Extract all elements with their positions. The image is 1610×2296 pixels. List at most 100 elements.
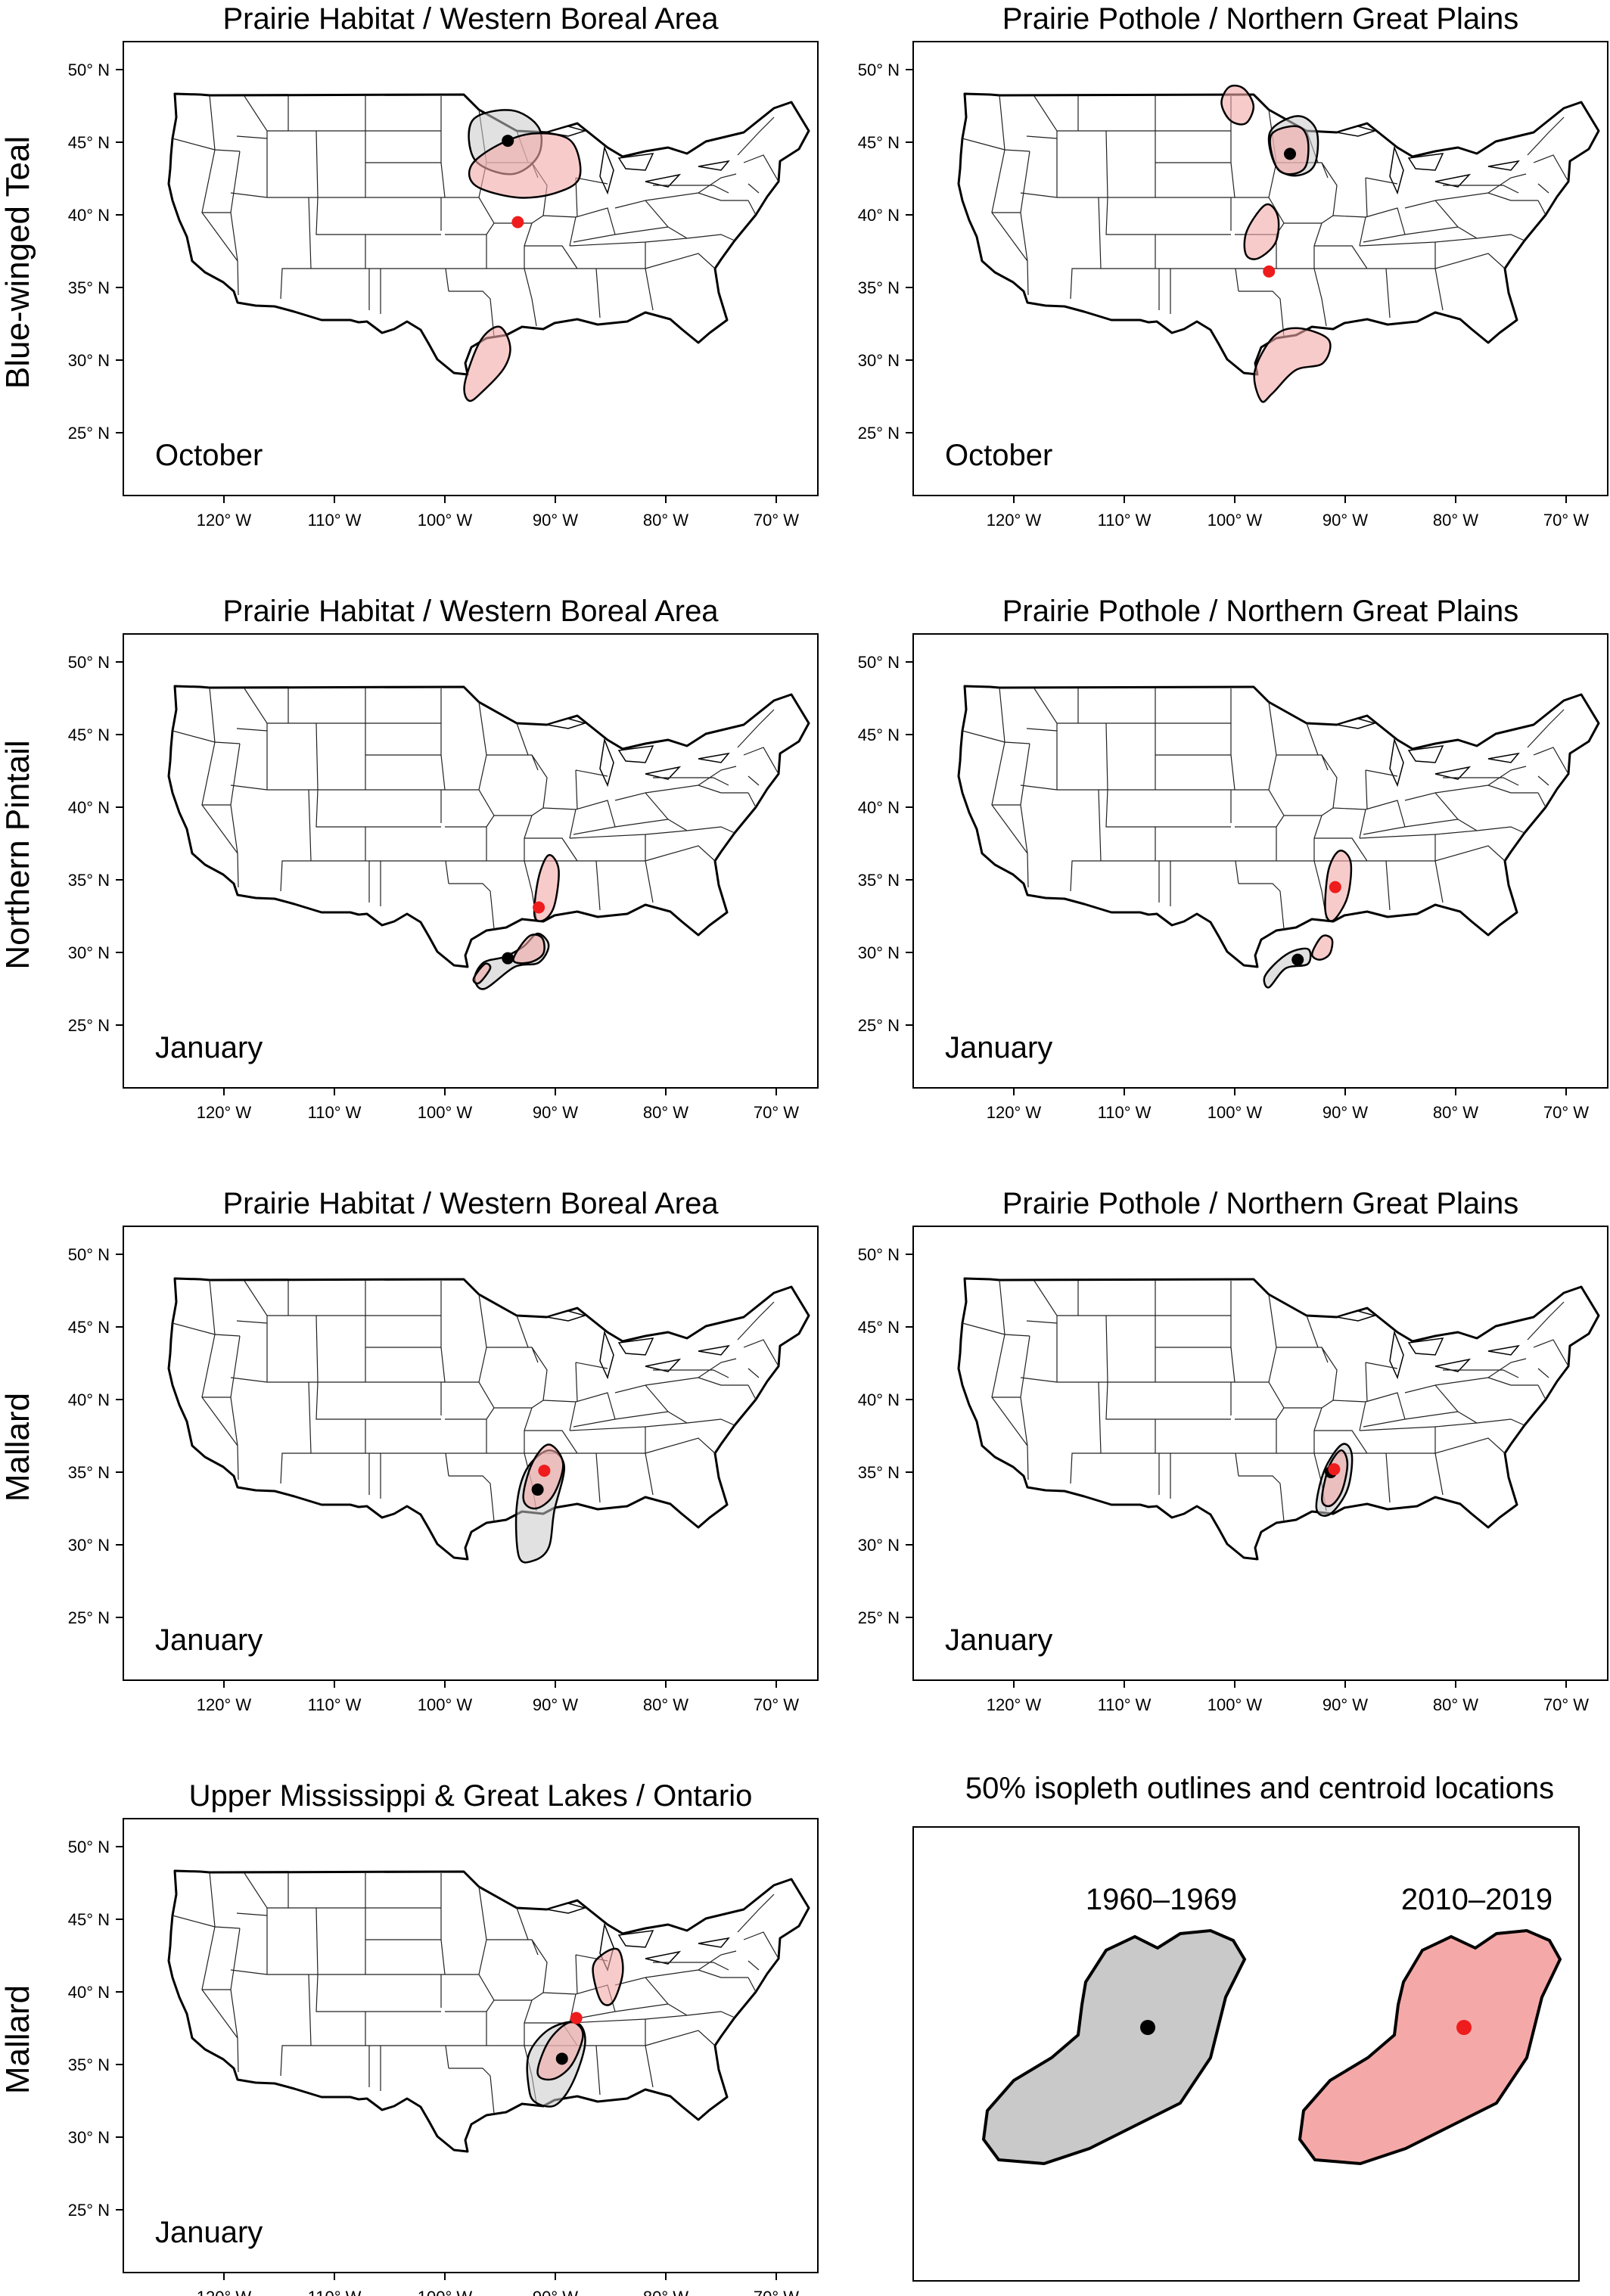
centroid-2010-2019 <box>538 1465 551 1477</box>
lon-tick-label: 90° W <box>533 1695 578 1714</box>
lat-tick-label: 50° N <box>858 61 900 79</box>
lon-tick-label: 70° W <box>1543 1103 1589 1122</box>
lat-tick-label: 40° N <box>858 206 900 225</box>
centroid-1960-1969 <box>502 135 514 148</box>
panel-frame <box>123 1818 819 2273</box>
lon-tick-label: 120° W <box>987 511 1042 530</box>
legend-frame <box>912 1826 1580 2282</box>
lat-tick-label: 30° N <box>858 943 900 962</box>
lon-tick-label: 120° W <box>197 511 252 530</box>
centroid-1960-1969 <box>555 2052 568 2065</box>
lat-tick-label: 25° N <box>68 1608 110 1627</box>
row-label-2: Northern Pintail <box>0 740 36 969</box>
lat-tick-label: 40° N <box>68 798 110 817</box>
lon-tick-label: 100° W <box>418 511 473 530</box>
lat-tick-label: 25° N <box>68 2201 110 2220</box>
isopleth-2010-2019 <box>1253 327 1332 403</box>
lat-tick-label: 45° N <box>68 725 110 744</box>
centroid-2010-2019 <box>533 901 545 914</box>
overlay-panel-3 <box>472 854 560 990</box>
lat-tick-label: 30° N <box>68 1536 110 1555</box>
us-basemap <box>167 1869 810 2153</box>
lon-tick-label: 120° W <box>987 1103 1042 1122</box>
data-layer <box>463 84 1354 2108</box>
map-panel-1: Prairie Habitat / Western Boreal Area 50°… <box>68 2 819 530</box>
lon-tick-label: 120° W <box>197 2288 252 2296</box>
panel-month: January <box>945 1031 1052 1064</box>
lat-tick-label: 45° N <box>68 133 110 152</box>
panel-title: Prairie Pothole / Northern Great Plains <box>1002 2 1519 36</box>
lon-tick-label: 100° W <box>1208 1103 1263 1122</box>
map-panel-5: Prairie Habitat / Western Boreal Area 50°… <box>68 1187 819 1714</box>
panel-title: Prairie Habitat / Western Boreal Area <box>222 1187 719 1220</box>
legend-isopleth-1960-1969 <box>981 1928 1247 2166</box>
lon-tick-label: 90° W <box>1322 511 1368 530</box>
panel-title: Prairie Pothole / Northern Great Plains <box>1002 595 1519 628</box>
lat-tick-label: 30° N <box>858 1536 900 1555</box>
row-label-4: Mallard <box>0 1985 36 2094</box>
centroid-1960-1969 <box>531 1484 544 1496</box>
lat-tick-label: 35° N <box>858 278 900 297</box>
lat-tick-label: 30° N <box>858 351 900 370</box>
lat-tick-label: 35° N <box>68 278 110 297</box>
centroid-1960-1969 <box>502 952 514 965</box>
panel-frame <box>912 41 1608 496</box>
lat-tick-label: 30° N <box>68 2128 110 2147</box>
lat-tick-label: 40° N <box>68 206 110 225</box>
lat-tick-label: 45° N <box>858 1318 900 1337</box>
lat-tick-label: 50° N <box>68 653 110 672</box>
centroid-2010-2019 <box>1329 881 1341 893</box>
lat-tick-label: 35° N <box>858 871 900 890</box>
overlay-panel-5 <box>514 1443 565 1564</box>
panel-frame <box>123 41 819 496</box>
centroid-2010-2019 <box>1328 1463 1341 1476</box>
lon-tick-label: 100° W <box>418 2288 473 2296</box>
panels-layer: Prairie Habitat / Western Boreal Area 50°… <box>68 2 1608 2296</box>
lon-tick-label: 90° W <box>533 2288 578 2296</box>
isopleth-1960-1969 <box>1263 947 1312 989</box>
lat-tick-label: 50° N <box>68 1245 110 1264</box>
lon-tick-label: 120° W <box>197 1103 252 1122</box>
isopleth-2010-2019 <box>472 962 492 985</box>
row-label-3: Mallard <box>0 1393 36 1502</box>
isopleth-2010-2019 <box>512 934 545 965</box>
lat-tick-label: 35° N <box>858 1463 900 1482</box>
lon-tick-label: 80° W <box>643 2288 688 2296</box>
lat-tick-label: 25° N <box>858 1608 900 1627</box>
panel-title: Prairie Pothole / Northern Great Plains <box>1002 1187 1519 1220</box>
lon-tick-label: 120° W <box>197 1695 252 1714</box>
lon-tick-label: 70° W <box>754 511 799 530</box>
legend-centroid-1960-1969 <box>1140 2020 1155 2035</box>
lat-tick-label: 35° N <box>68 871 110 890</box>
lat-tick-label: 45° N <box>68 1910 110 1929</box>
panel-month: October <box>945 439 1052 472</box>
legend-period-1960-1969: 1960–1969 <box>1086 1883 1237 1916</box>
lat-tick-label: 50° N <box>68 61 110 79</box>
lon-tick-label: 110° W <box>308 511 362 530</box>
panel-title: Upper Mississippi & Great Lakes / Ontari… <box>189 1779 753 1813</box>
overlay-panel-1 <box>463 109 582 402</box>
centroid-1960-1969 <box>1291 953 1304 966</box>
lon-tick-label: 100° W <box>1208 511 1263 530</box>
us-basemap <box>167 685 810 968</box>
lon-tick-label: 110° W <box>308 2288 362 2296</box>
lon-tick-label: 80° W <box>643 1103 688 1122</box>
lat-tick-label: 25° N <box>68 1016 110 1035</box>
panel-month: January <box>155 2216 263 2249</box>
panel-month: October <box>155 439 263 472</box>
centroid-2010-2019 <box>570 2012 583 2024</box>
lat-tick-label: 40° N <box>68 1390 110 1409</box>
lat-tick-label: 45° N <box>68 1318 110 1337</box>
map-panel-2: Prairie Pothole / Northern Great Plains 5… <box>858 2 1608 530</box>
lon-tick-label: 80° W <box>1433 1695 1478 1714</box>
lon-tick-label: 70° W <box>754 1695 799 1714</box>
map-panel-6: Prairie Pothole / Northern Great Plains 5… <box>858 1187 1608 1714</box>
lon-tick-label: 70° W <box>1543 1695 1589 1714</box>
isopleth-2010-2019 <box>592 1947 624 2006</box>
lat-tick-label: 25° N <box>68 424 110 443</box>
lon-tick-label: 80° W <box>643 1695 688 1714</box>
isopleth-2010-2019 <box>536 2021 584 2081</box>
isopleth-2010-2019 <box>1220 84 1255 126</box>
us-basemap <box>957 685 1600 968</box>
